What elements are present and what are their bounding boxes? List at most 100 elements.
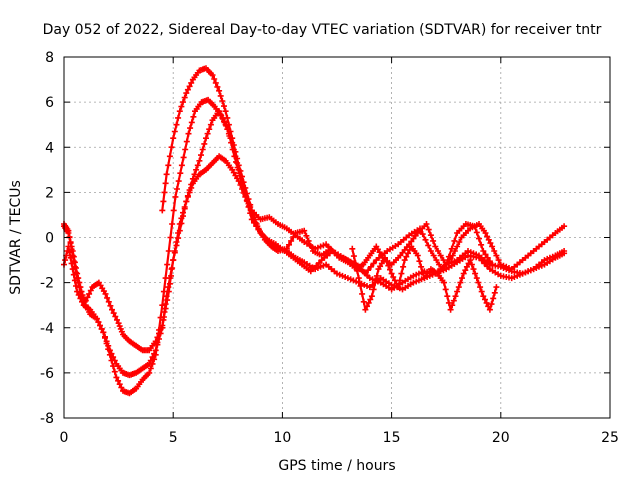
data-point [368,293,375,300]
series-track-d [159,65,496,273]
data-point [187,125,194,132]
data-point [483,299,490,306]
data-point [81,298,88,305]
data-point [212,79,219,86]
data-point [66,249,73,256]
data-point [235,162,242,169]
data-point [441,279,447,286]
data-point [183,198,190,205]
data-point [484,233,491,240]
data-point [113,374,120,381]
data-point [232,148,239,155]
data-point [221,103,227,110]
series-track-e [349,243,500,313]
data-point [365,267,372,274]
data-point [116,381,123,388]
data-point [176,108,183,115]
data-point [216,87,223,94]
y-tick-label: -6 [40,366,54,382]
x-tick-label: 15 [383,430,401,446]
data-point [400,263,407,270]
data-point [430,237,437,244]
data-point [433,257,440,264]
data-point [198,152,204,159]
data-point [465,260,472,267]
data-point [247,201,254,208]
y-tick-label: -4 [40,321,54,337]
data-point [80,295,87,302]
data-point [519,270,526,277]
data-point [448,245,455,252]
x-tick-label: 20 [492,430,510,446]
data-point [447,306,454,313]
data-point [385,262,392,269]
data-point [117,325,124,332]
data-point [151,356,158,363]
data-point [69,266,76,273]
data-point [390,274,397,280]
data-point [73,265,79,271]
data-point [491,248,498,254]
data-point [68,260,75,267]
data-point [171,249,178,256]
y-tick-label: -2 [40,276,54,292]
data-point [149,360,156,367]
x-axis-label: GPS time / hours [278,458,395,474]
data-point [165,284,172,291]
data-point [165,248,172,254]
data-point [286,241,292,248]
data-point [451,237,458,244]
data-point [162,180,169,187]
data-point [437,252,444,259]
data-point [79,292,86,298]
data-point [471,223,478,230]
chart-title: Day 052 of 2022, Sidereal Day-to-day VTE… [43,22,602,38]
data-point [219,116,226,122]
data-point [184,192,191,199]
data-point [160,288,167,295]
data-point [157,314,164,321]
data-point [451,248,458,254]
data-point [350,253,357,260]
data-point [167,234,174,241]
data-point [102,290,109,297]
x-tick-label: 25 [601,430,619,446]
data-point [373,272,380,279]
data-point [156,327,162,333]
data-point [367,296,374,303]
data-point [70,253,77,260]
data-point [410,279,417,286]
data-point [436,261,443,268]
data-point [193,166,200,173]
data-point [161,189,168,196]
data-point [62,257,69,264]
data-point [175,114,182,121]
y-tick-label: 8 [45,50,54,66]
data-point [470,266,477,273]
data-point [227,128,234,135]
data-point [478,288,485,295]
data-point [173,121,180,128]
data-point [67,254,74,261]
data-point [230,142,237,148]
data-point [303,232,310,239]
data-point [165,162,172,169]
data-point [250,211,257,218]
data-point [185,130,192,137]
data-point [283,245,290,252]
data-point [77,284,84,291]
data-point [209,72,216,79]
data-point [182,146,189,153]
data-point [427,232,434,239]
data-point [473,275,480,282]
data-point [414,252,421,259]
data-point [65,230,72,236]
data-point [214,83,221,90]
data-point [162,275,169,282]
data-point [71,259,78,266]
data-point [68,243,75,250]
data-point [111,368,118,375]
data-point [398,270,405,277]
data-point [425,226,432,233]
series-line-track-a [62,155,566,352]
